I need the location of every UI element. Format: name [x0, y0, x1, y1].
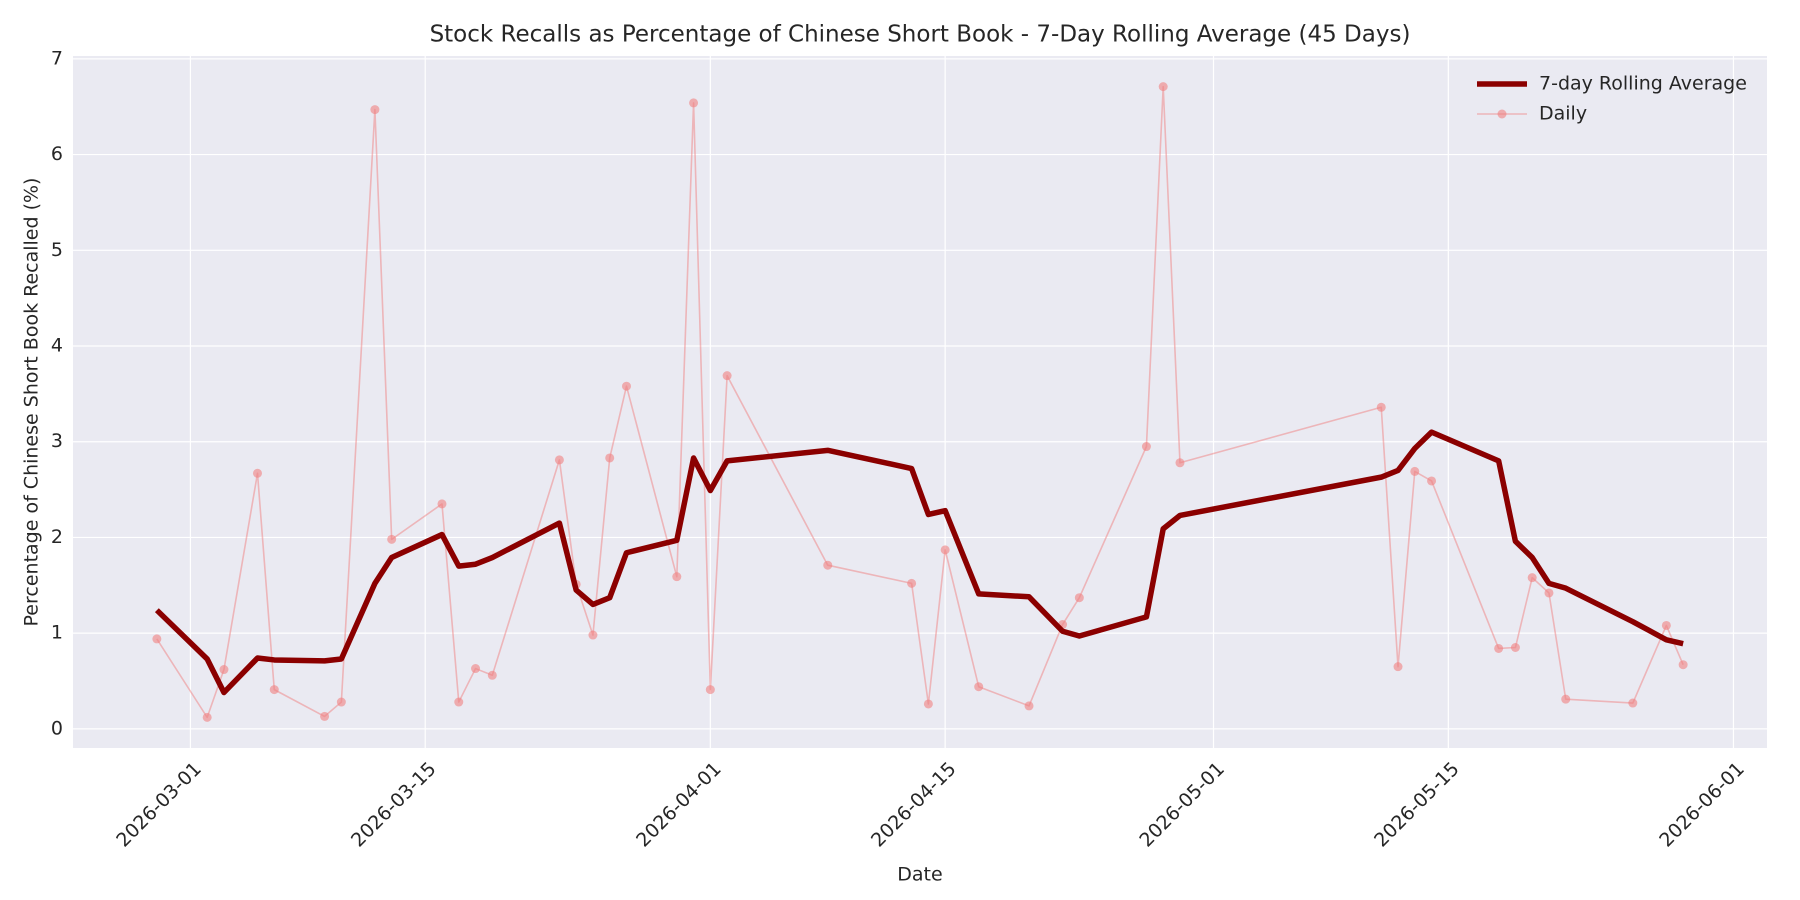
series-line [154, 429, 1684, 696]
data-point [269, 685, 279, 695]
data-point [387, 534, 397, 544]
x-tick-label: 2026-05-15 [1370, 758, 1464, 852]
data-point [336, 697, 346, 707]
data-point [1527, 573, 1537, 583]
data-point [1074, 593, 1084, 603]
data-point [437, 499, 447, 509]
data-point [1510, 643, 1520, 653]
data-point [1678, 660, 1688, 670]
data-point [672, 572, 682, 582]
y-tick-label: 7 [51, 47, 63, 69]
x-tick-label: 2026-04-01 [632, 758, 726, 852]
data-point [1427, 476, 1437, 486]
y-tick-label: 0 [51, 717, 63, 739]
y-tick-label: 6 [51, 143, 63, 165]
data-point [1410, 466, 1420, 476]
data-point [907, 578, 917, 588]
data-point [252, 468, 262, 478]
data-point [152, 634, 162, 644]
data-point [1024, 701, 1034, 711]
data-point [471, 664, 481, 674]
data-point [454, 697, 464, 707]
data-point [974, 682, 984, 692]
x-tick-label: 2026-04-15 [867, 758, 961, 852]
data-point [370, 105, 380, 115]
data-point [722, 371, 732, 381]
x-axis-label: Date [897, 864, 942, 886]
data-point [689, 98, 699, 108]
data-point [554, 455, 564, 465]
data-point [1175, 458, 1185, 468]
y-tick-label: 1 [51, 622, 63, 644]
data-point [1494, 643, 1504, 653]
data-point [923, 699, 933, 709]
x-tick-label: 2026-05-01 [1135, 758, 1229, 852]
data-point [588, 630, 598, 640]
data-point [705, 685, 715, 695]
legend-label: 7-day Rolling Average [1539, 73, 1747, 95]
data-point [1141, 442, 1151, 452]
data-point [320, 711, 330, 721]
data-point [1393, 662, 1403, 672]
data-point [940, 545, 950, 555]
legend-marker [1497, 109, 1507, 119]
data-point [1158, 82, 1168, 92]
x-tick-label: 2026-06-01 [1655, 758, 1749, 852]
data-point [823, 560, 833, 570]
data-point [202, 712, 212, 722]
data-point [219, 665, 229, 675]
data-point [487, 670, 497, 680]
data-point [1661, 620, 1671, 630]
y-tick-label: 4 [51, 335, 63, 357]
data-point [621, 381, 631, 391]
x-tick-label: 2026-03-15 [347, 758, 441, 852]
data-point [1561, 694, 1571, 704]
legend-label: Daily [1539, 103, 1587, 125]
data-point [1376, 402, 1386, 412]
x-tick-label: 2026-03-01 [112, 758, 206, 852]
chart-title: Stock Recalls as Percentage of Chinese S… [430, 22, 1411, 48]
y-tick-label: 3 [51, 430, 63, 452]
y-tick-label: 2 [51, 526, 63, 548]
data-point [1628, 698, 1638, 708]
y-axis-label: Percentage of Chinese Short Book Recalle… [21, 178, 43, 627]
data-point [605, 453, 615, 463]
y-tick-label: 5 [51, 239, 63, 261]
data-point [1544, 588, 1554, 598]
